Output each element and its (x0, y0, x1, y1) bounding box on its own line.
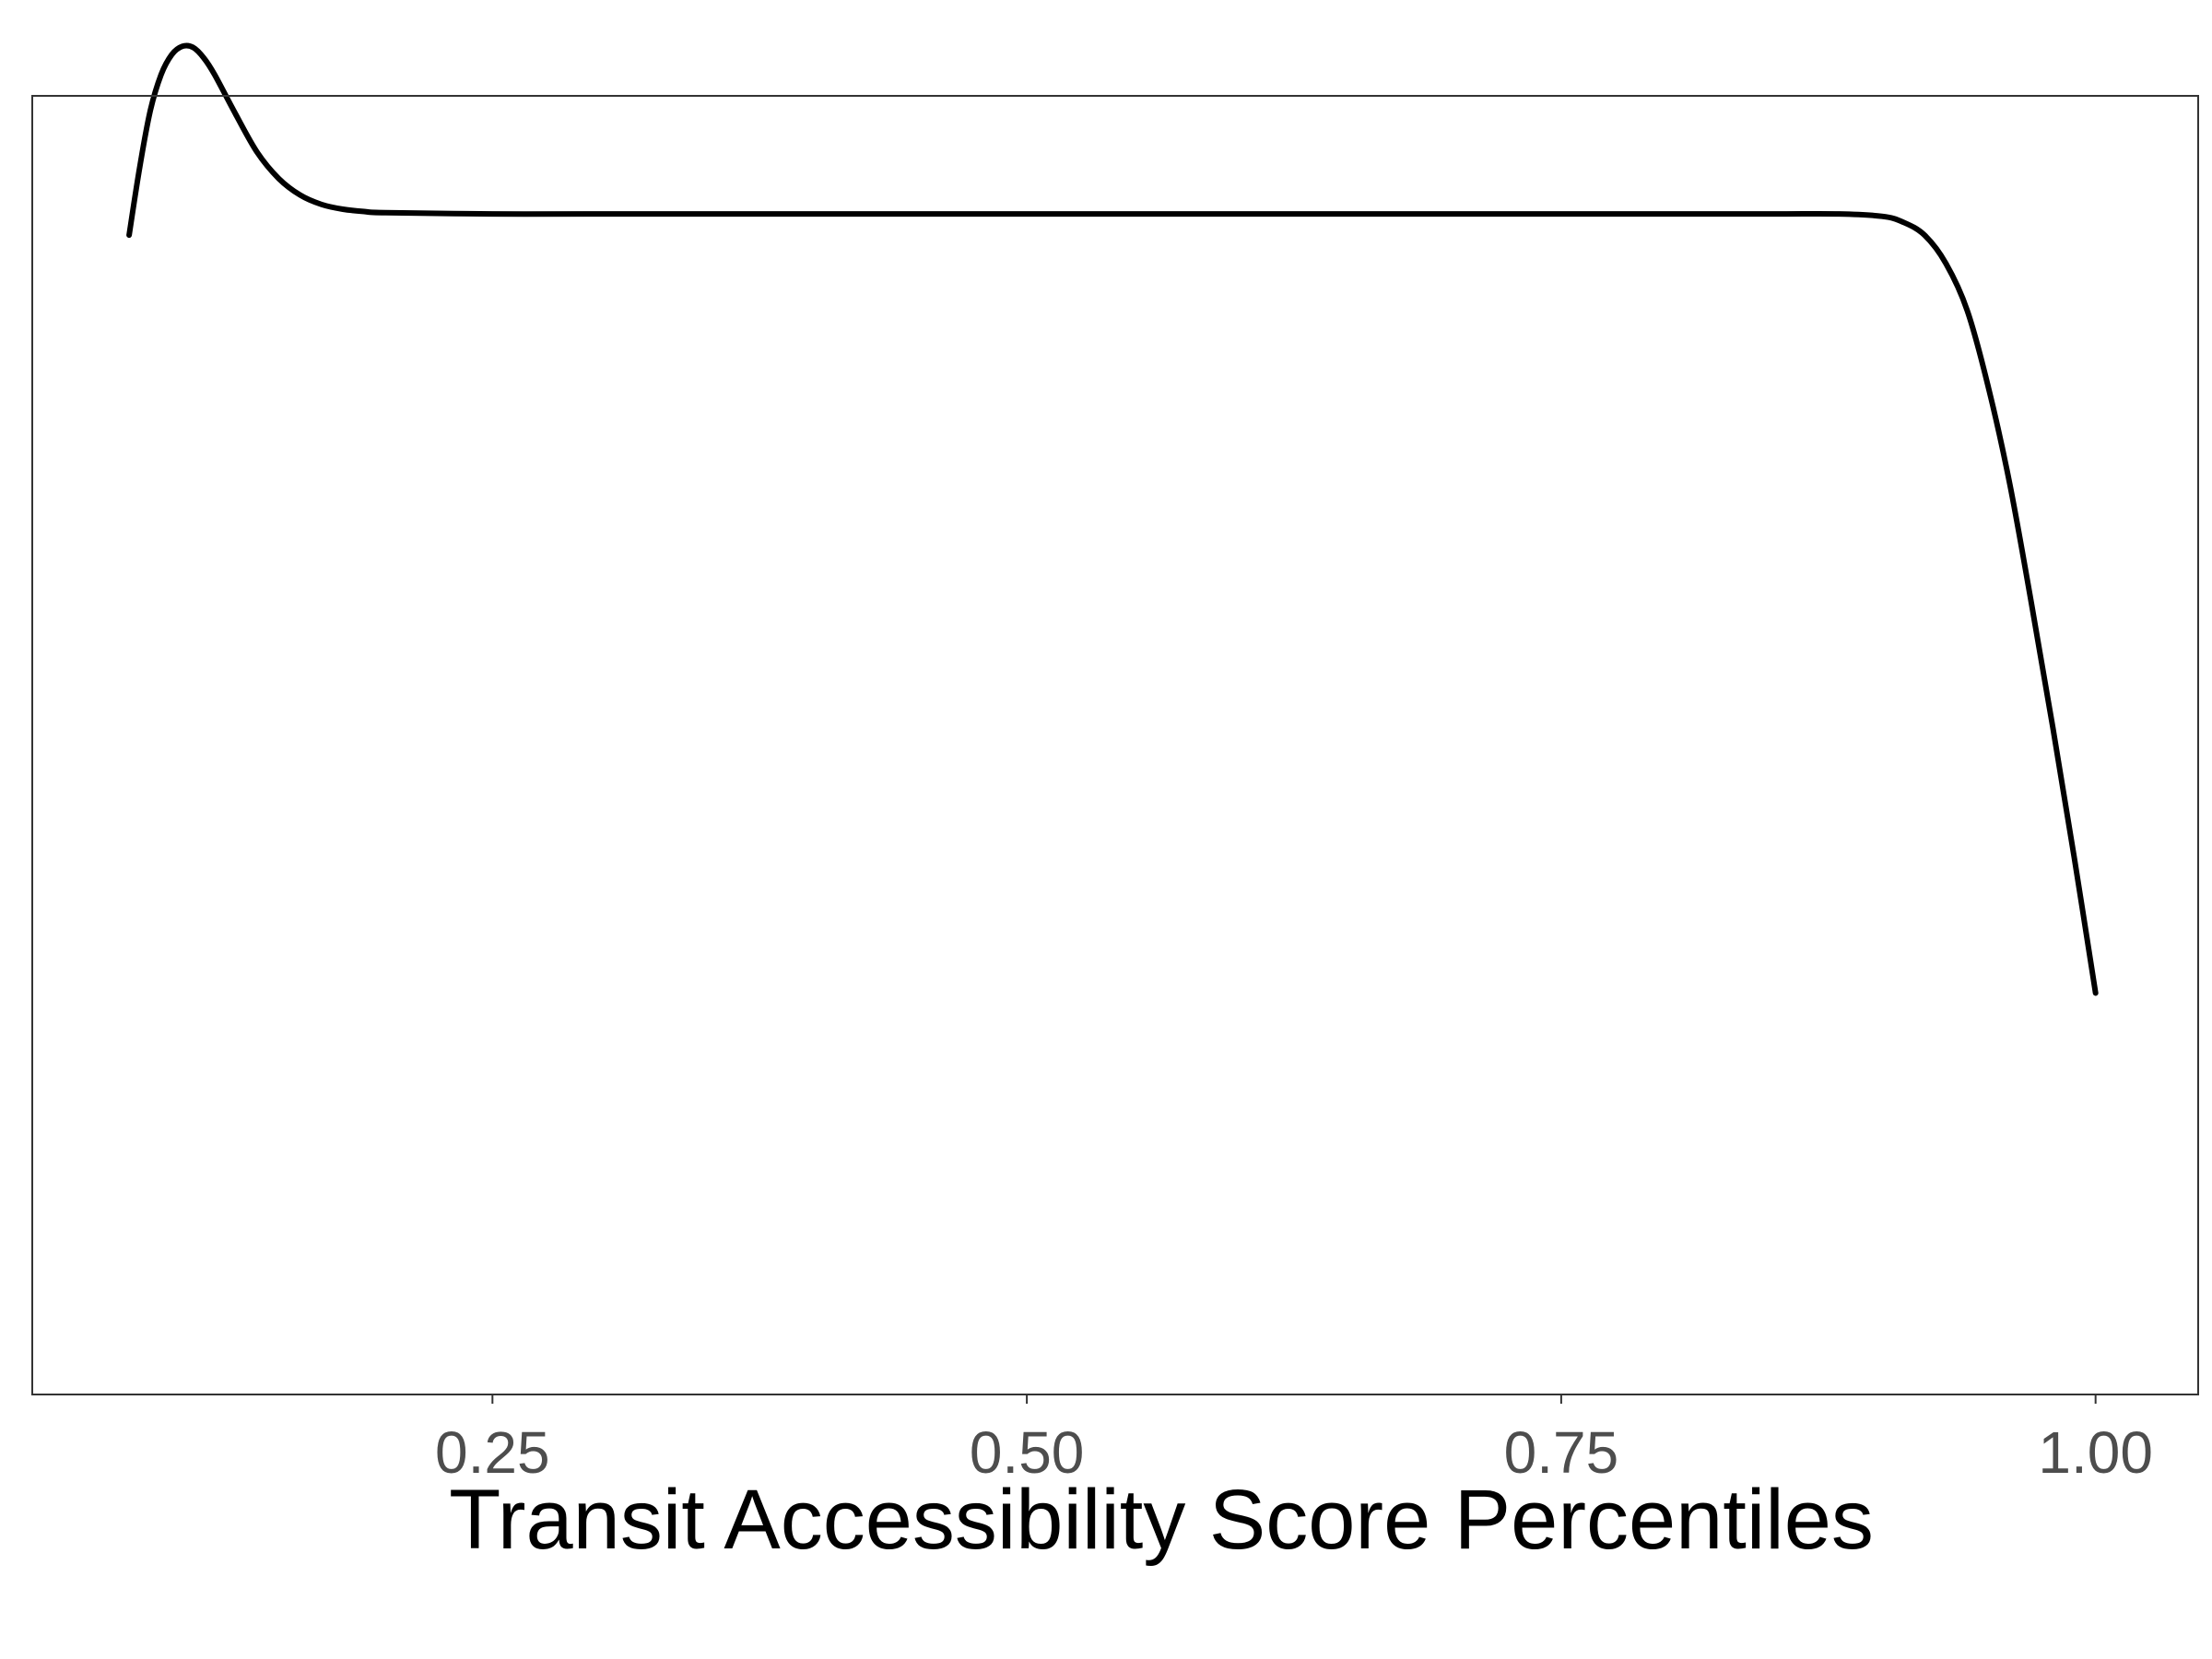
panel-border (31, 95, 2199, 1395)
x-tick-label: 1.00 (2038, 1419, 2153, 1486)
x-tick-label: 0.50 (970, 1419, 1085, 1486)
density-line-0 (126, 42, 2099, 996)
x-axis-title: Transit Accessibility Score Percentiles (449, 1473, 1874, 1567)
x-tick-label: 0.25 (435, 1419, 550, 1486)
x-tick-label: 0.75 (1504, 1419, 1619, 1486)
series-layer (126, 42, 2099, 996)
x-axis: 0.25 0.50 0.75 1.00 (435, 1394, 2153, 1486)
